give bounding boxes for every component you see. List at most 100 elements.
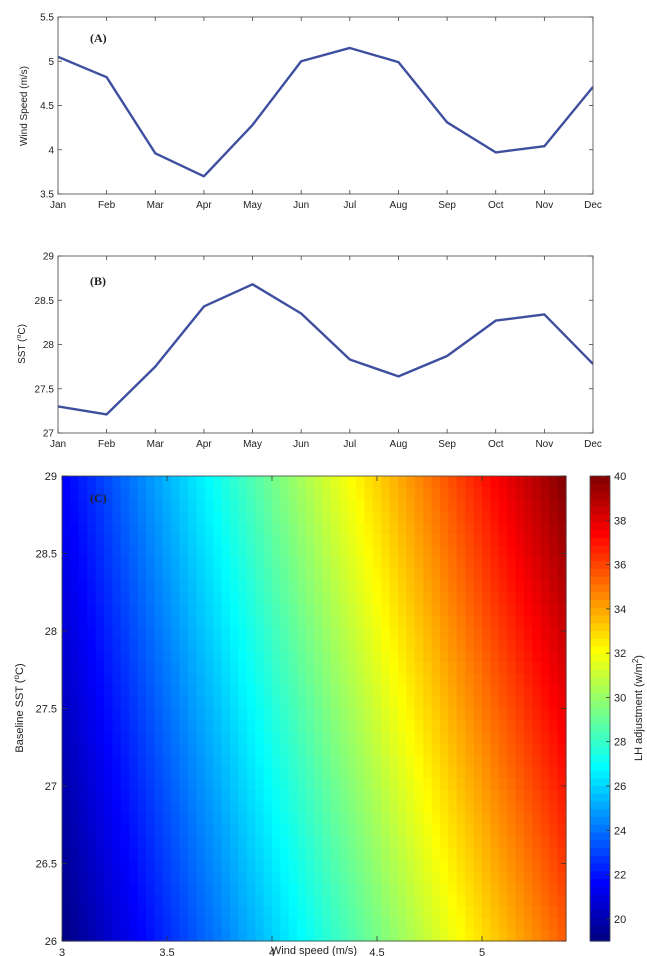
heatmap-cell xyxy=(515,836,525,849)
heatmap-cell xyxy=(347,906,357,919)
heatmap-cell xyxy=(238,510,248,524)
heatmap-cell xyxy=(104,627,113,640)
heatmap-cell xyxy=(440,487,449,500)
heatmap-cell xyxy=(507,871,517,884)
heatmap-cell xyxy=(288,615,298,628)
panel-a-x-tick-label: Jul xyxy=(343,200,356,211)
heatmap-cell xyxy=(314,755,323,768)
heatmap-cell xyxy=(490,813,500,826)
heatmap-cell xyxy=(339,801,349,814)
heatmap-cell xyxy=(456,824,466,837)
heatmap-cell xyxy=(482,638,491,651)
heatmap-cell xyxy=(507,638,517,651)
panel-a-x-tick-label: May xyxy=(243,200,262,211)
heatmap-cell xyxy=(339,789,349,803)
heatmap-cell xyxy=(540,743,550,756)
heatmap-cell xyxy=(322,824,332,837)
panel-b-y-tick-label: 27.5 xyxy=(35,384,55,395)
colorbar-segment xyxy=(590,592,610,601)
heatmap-cell xyxy=(196,824,206,837)
heatmap-cell xyxy=(221,603,231,617)
heatmap-cell xyxy=(87,894,97,907)
heatmap-cell xyxy=(154,708,164,721)
heatmap-cell xyxy=(263,859,273,872)
heatmap-cell xyxy=(549,534,559,547)
heatmap-cell xyxy=(87,487,97,500)
heatmap-cell xyxy=(78,545,88,558)
heatmap-cell xyxy=(507,708,517,721)
heatmap-cell xyxy=(440,824,449,837)
heatmap-cell xyxy=(524,476,533,489)
heatmap-cell xyxy=(389,603,399,617)
heatmap-cell xyxy=(297,871,307,884)
heatmap-cell xyxy=(389,743,399,756)
heatmap-cell xyxy=(263,894,273,907)
heatmap-cell xyxy=(137,906,147,919)
colorbar-segment xyxy=(590,553,610,562)
heatmap-cell xyxy=(196,545,206,558)
heatmap-cell xyxy=(381,522,391,535)
heatmap-cell xyxy=(473,848,483,861)
heatmap-cell xyxy=(171,685,181,698)
heatmap-cell xyxy=(473,650,483,663)
heatmap-cell xyxy=(78,766,88,779)
heatmap-cell xyxy=(280,894,290,907)
heatmap-cell xyxy=(473,615,483,628)
heatmap-cell xyxy=(465,720,475,733)
heatmap-cell xyxy=(221,755,231,768)
heatmap-cell xyxy=(120,859,130,872)
heatmap-cell xyxy=(524,836,533,849)
heatmap-cell xyxy=(532,894,542,907)
heatmap-cell xyxy=(322,929,332,942)
heatmap-cell xyxy=(540,499,550,512)
heatmap-cell xyxy=(255,603,265,617)
heatmap-cell xyxy=(213,906,223,919)
colorbar-tick-label: 40 xyxy=(614,471,626,483)
heatmap-cell xyxy=(87,708,97,721)
heatmap-cell xyxy=(70,569,80,582)
heatmap-cell xyxy=(498,801,508,814)
heatmap-cell xyxy=(540,487,550,500)
heatmap-cell xyxy=(171,650,181,663)
heatmap-cell xyxy=(465,592,475,605)
heatmap-cell xyxy=(498,487,508,500)
heatmap-cell xyxy=(230,557,239,570)
heatmap-cell xyxy=(482,603,491,617)
heatmap-cell xyxy=(540,778,550,791)
heatmap-cell xyxy=(188,603,197,617)
heatmap-cell xyxy=(87,871,97,884)
heatmap-cell xyxy=(406,545,416,558)
heatmap-cell xyxy=(104,510,113,524)
heatmap-cell xyxy=(297,766,307,779)
heatmap-cell xyxy=(305,673,315,686)
heatmap-cell xyxy=(146,848,155,861)
heatmap-cell xyxy=(448,743,458,756)
heatmap-cell xyxy=(532,545,542,558)
heatmap-cell xyxy=(95,836,105,849)
heatmap-cell xyxy=(120,603,130,617)
heatmap-cell xyxy=(473,662,483,675)
heatmap-cell xyxy=(440,882,449,896)
heatmap-cell xyxy=(557,882,567,896)
heatmap-cell xyxy=(440,929,449,942)
heatmap-cell xyxy=(70,499,80,512)
heatmap-cell xyxy=(515,871,525,884)
heatmap-cell xyxy=(339,603,349,617)
heatmap-cell xyxy=(423,824,433,837)
heatmap-cell xyxy=(440,906,449,919)
heatmap-cell xyxy=(272,650,281,663)
heatmap-cell xyxy=(406,778,416,791)
heatmap-cell xyxy=(297,569,307,582)
heatmap-cell xyxy=(431,871,441,884)
heatmap-cell xyxy=(330,522,340,535)
heatmap-cell xyxy=(515,580,525,593)
heatmap-cell xyxy=(196,859,206,872)
heatmap-cell xyxy=(339,557,349,570)
heatmap-cell xyxy=(171,580,181,593)
heatmap-cell xyxy=(423,871,433,884)
heatmap-cell xyxy=(95,766,105,779)
heatmap-cell xyxy=(70,813,80,826)
heatmap-cell xyxy=(549,592,559,605)
heatmap-cell xyxy=(171,743,181,756)
heatmap-cell xyxy=(78,871,88,884)
